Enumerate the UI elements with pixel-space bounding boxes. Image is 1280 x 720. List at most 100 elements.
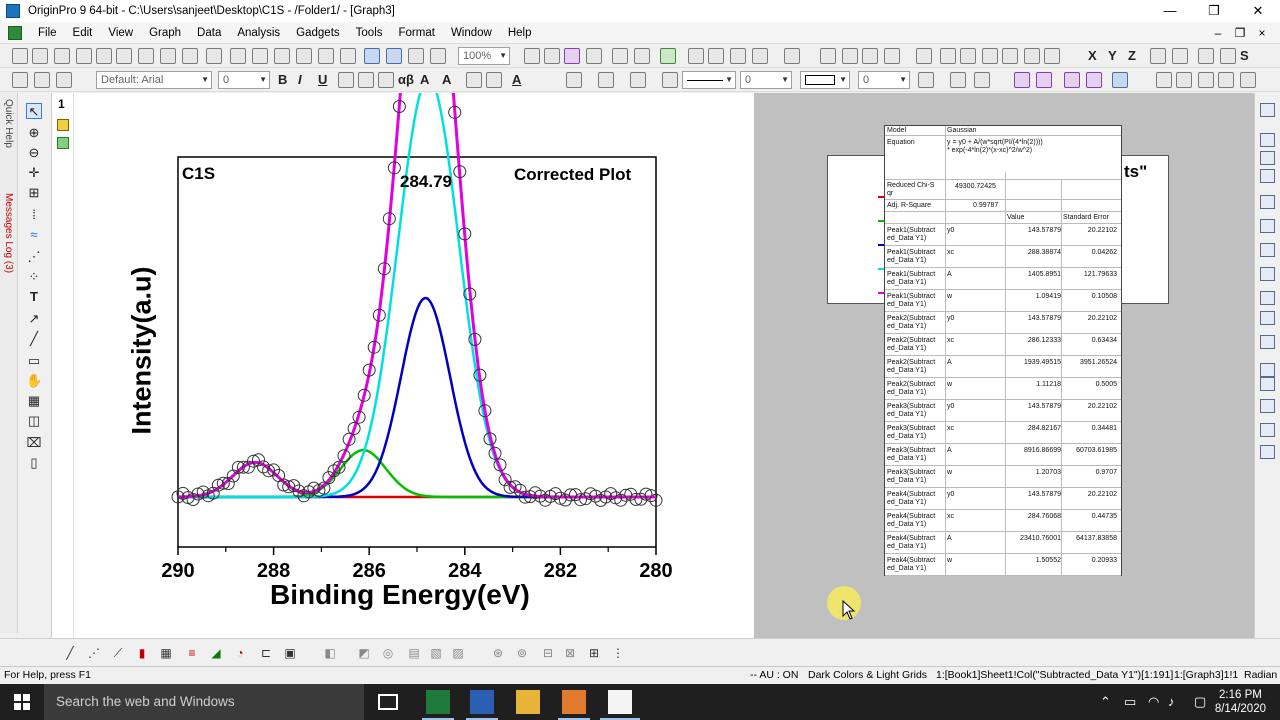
word-icon[interactable] xyxy=(470,690,494,714)
menu-analysis[interactable]: Analysis xyxy=(237,26,281,39)
fit-width-icon[interactable] xyxy=(1086,72,1102,88)
fit-results-table[interactable]: Model Gaussian Equation y = y0 + A/(w*sq… xyxy=(884,125,1122,576)
3d-plot-icon[interactable]: ◧ xyxy=(324,646,336,660)
data-selector-icon[interactable]: ⁞ xyxy=(32,207,36,222)
draw-data-icon[interactable]: ≈ xyxy=(30,227,38,242)
clipboard-icon[interactable] xyxy=(56,72,72,88)
menu-edit[interactable]: Edit xyxy=(72,26,93,39)
smith-chart-icon[interactable]: ⊚ xyxy=(516,646,528,660)
set-z-icon[interactable]: Z xyxy=(1128,48,1136,63)
layer-tool-icon[interactable]: ◫ xyxy=(27,413,41,428)
polar-plot-icon[interactable]: ⊛ xyxy=(492,646,504,660)
inset-tool-icon[interactable]: ▯ xyxy=(30,455,38,470)
status-theme[interactable]: Dark Colors & Light Grids xyxy=(808,669,928,681)
set-subject-icon[interactable]: S xyxy=(1240,48,1249,63)
stack-panel-icon[interactable]: ⋮ xyxy=(612,646,624,660)
list-icon[interactable] xyxy=(1260,377,1275,391)
graph-document-icon[interactable] xyxy=(8,25,22,40)
duplicate-icon[interactable] xyxy=(430,48,446,64)
media-app-icon[interactable] xyxy=(562,690,586,714)
mdi-restore-button[interactable]: ❐ xyxy=(1234,26,1246,40)
stack-plot-icon[interactable]: ≡ xyxy=(188,646,196,660)
notifications-icon[interactable]: ▢ xyxy=(1194,694,1207,709)
insert-icon[interactable] xyxy=(1112,72,1128,88)
minimize-button[interactable]: — xyxy=(1163,3,1177,18)
import-wizard-icon[interactable] xyxy=(364,48,380,64)
new-graph-icon[interactable] xyxy=(54,48,70,64)
histogram-icon[interactable] xyxy=(916,48,932,64)
new-function-icon[interactable] xyxy=(96,48,112,64)
mdi-close-button[interactable]: × xyxy=(1258,26,1266,40)
multi-panel-icon[interactable]: ⊞ xyxy=(588,646,600,660)
code-builder-icon[interactable] xyxy=(612,48,628,64)
front-icon[interactable] xyxy=(1156,72,1172,88)
superscript-icon[interactable] xyxy=(338,72,354,88)
add-inset-icon[interactable] xyxy=(1260,169,1275,183)
messages-log-tab[interactable]: Messages Log (3) xyxy=(3,193,14,274)
surface-plot-icon[interactable]: ◩ xyxy=(358,646,370,660)
waterfall-icon[interactable]: ⊟ xyxy=(542,646,554,660)
text-tool-icon[interactable]: T xyxy=(30,289,38,304)
arrange-layers-icon[interactable] xyxy=(1260,423,1275,437)
pie-chart-icon[interactable]: ◔ xyxy=(236,646,244,660)
file-explorer-icon[interactable] xyxy=(516,690,540,714)
taskbar-search[interactable]: Search the web and Windows xyxy=(44,684,364,720)
font-color-icon[interactable]: A xyxy=(512,72,522,87)
set-label-icon[interactable] xyxy=(1172,48,1188,64)
project-explorer-icon[interactable] xyxy=(660,48,676,64)
set-error-icon[interactable] xyxy=(1150,48,1166,64)
new-excel-icon[interactable] xyxy=(138,48,154,64)
line-style-select[interactable]: ▼ xyxy=(682,71,736,89)
set-group-icon[interactable] xyxy=(1220,48,1236,64)
center-align-icon[interactable] xyxy=(486,72,502,88)
back-icon[interactable] xyxy=(1176,72,1192,88)
new-layout-icon[interactable] xyxy=(116,48,132,64)
recalculate-icon[interactable] xyxy=(408,48,424,64)
taskbar-clock[interactable]: 2:16 PM 8/14/2020 xyxy=(1215,688,1266,716)
smart-hint-icon[interactable] xyxy=(752,48,768,64)
image-plot-icon[interactable]: ▤ xyxy=(408,646,420,660)
scale-bar-icon[interactable] xyxy=(1260,267,1275,281)
new-code-icon[interactable] xyxy=(182,48,198,64)
greek-button[interactable]: αβ xyxy=(398,72,414,87)
layer-info-icon[interactable] xyxy=(1260,311,1275,325)
border-style-select[interactable]: ▼ xyxy=(800,71,850,89)
refresh-icon[interactable] xyxy=(524,48,540,64)
open-icon[interactable] xyxy=(206,48,222,64)
decrease-font-icon[interactable]: A xyxy=(442,72,452,87)
menu-tools[interactable]: Tools xyxy=(355,26,383,39)
fill-color-icon[interactable] xyxy=(566,72,582,88)
rectangle-tool-icon[interactable]: ▭ xyxy=(27,353,41,368)
color-scale-icon[interactable] xyxy=(1260,243,1275,257)
scatter-plot-icon[interactable]: ⋰ xyxy=(88,646,100,660)
new-matrix-icon[interactable] xyxy=(76,48,92,64)
menu-help[interactable]: Help xyxy=(507,26,532,39)
column-plot-icon[interactable]: ▮ xyxy=(138,646,146,660)
export-icon[interactable] xyxy=(586,48,602,64)
volume-icon[interactable]: ♪ xyxy=(1168,694,1175,709)
menu-format[interactable]: Format xyxy=(398,26,435,39)
copy-page-icon[interactable] xyxy=(564,48,580,64)
extract-icon[interactable] xyxy=(1260,335,1275,349)
legend-icon[interactable] xyxy=(1260,219,1275,233)
set-y-icon[interactable]: Y xyxy=(1108,48,1117,63)
region-mask-icon[interactable]: ⁘ xyxy=(28,269,40,284)
maximize-button[interactable]: ❐ xyxy=(1208,3,1220,18)
font-select[interactable]: Default: Arial ▼ xyxy=(96,71,212,89)
merge-icon[interactable] xyxy=(1014,72,1030,88)
open-sample-icon[interactable] xyxy=(274,48,290,64)
border-width-select[interactable]: 0 ▼ xyxy=(858,71,910,89)
screen-reader-icon[interactable]: ✛ xyxy=(28,165,40,180)
statistics-icon[interactable] xyxy=(842,48,858,64)
column-statistics-icon[interactable] xyxy=(862,48,878,64)
ungroup-icon[interactable] xyxy=(1218,72,1234,88)
hidden-icon[interactable] xyxy=(1260,363,1275,377)
lock-icon[interactable] xyxy=(57,119,69,131)
save-project-icon[interactable] xyxy=(296,48,312,64)
battery-icon[interactable]: ▭ xyxy=(1124,694,1137,709)
unlock-icon[interactable] xyxy=(57,137,69,149)
excel-icon[interactable] xyxy=(426,690,450,714)
ternary-plot-icon[interactable]: ▨ xyxy=(452,646,464,660)
new-notes-icon[interactable] xyxy=(160,48,176,64)
menu-gadgets[interactable]: Gadgets xyxy=(296,26,340,39)
